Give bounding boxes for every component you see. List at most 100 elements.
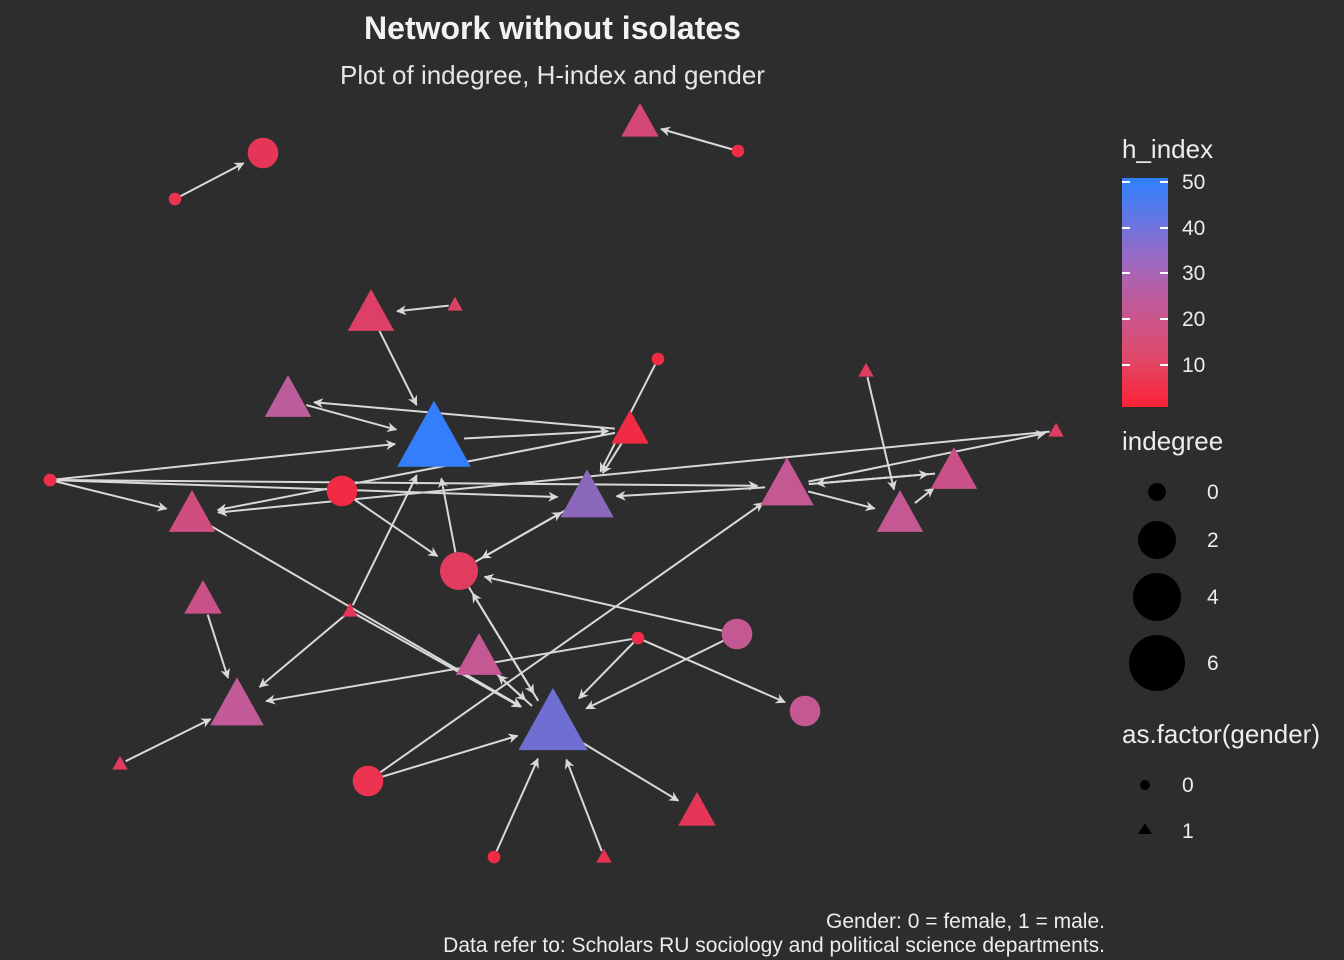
node-male	[112, 755, 128, 770]
h-index-tick-label: 40	[1182, 217, 1206, 240]
caption-gender: Gender: 0 = female, 1 = male.	[826, 910, 1105, 933]
node-female	[731, 144, 745, 158]
colorbar-tick	[1122, 318, 1130, 320]
edge-arrow	[585, 639, 724, 710]
colorbar-tick	[1122, 227, 1130, 229]
edge-arrow	[265, 638, 632, 705]
edge-arrow	[914, 487, 935, 504]
edge-arrow	[615, 486, 766, 501]
edge-arrow	[125, 718, 212, 763]
edge-arrow	[438, 477, 457, 553]
edge-arrow	[475, 511, 563, 563]
h-index-colorbar	[1122, 178, 1168, 407]
edge-layer	[55, 126, 1050, 852]
node-female	[168, 192, 182, 206]
node-male	[876, 490, 924, 532]
node-male	[621, 102, 659, 137]
edge-arrow	[180, 162, 245, 197]
edge-arrow	[351, 474, 418, 606]
node-layer	[43, 102, 1064, 864]
node-male	[518, 687, 588, 751]
edge-arrow	[564, 758, 603, 852]
edge-arrow	[396, 304, 449, 316]
node-male	[184, 579, 222, 614]
node-male	[342, 602, 358, 617]
node-male	[858, 362, 874, 377]
indegree-tick-label: 4	[1207, 586, 1219, 609]
colorbar-tick	[1160, 364, 1168, 366]
node-female	[439, 551, 479, 591]
edge-arrow	[601, 442, 623, 474]
node-female	[487, 850, 501, 864]
edge-arrow	[56, 440, 397, 481]
node-male	[678, 791, 716, 826]
edge-arrow	[207, 523, 522, 708]
indegree-legend-title: indegree	[1122, 426, 1224, 456]
node-male	[760, 457, 814, 506]
indegree-tick-label: 6	[1207, 652, 1219, 675]
edge-arrow	[382, 733, 519, 778]
edge-arrow	[468, 586, 535, 695]
edge-arrow	[55, 480, 168, 512]
node-female	[352, 765, 384, 797]
edge-arrow	[807, 490, 876, 512]
colorbar-tick	[1160, 227, 1168, 229]
node-female	[721, 618, 753, 650]
node-female	[247, 137, 279, 169]
node-male	[1048, 422, 1064, 437]
edge-arrow	[643, 639, 786, 704]
gender-tick-label: 1	[1182, 820, 1194, 843]
colorbar-tick	[1160, 318, 1168, 320]
node-male	[611, 409, 649, 444]
chart-title: Network without isolates	[364, 10, 741, 46]
node-female	[43, 473, 57, 487]
gender-key-circle	[1140, 780, 1150, 790]
edge-arrow	[313, 398, 615, 430]
gender-key-triangle	[1138, 823, 1152, 834]
edge-arrow	[258, 614, 346, 688]
node-male	[455, 633, 503, 675]
edge-arrow	[464, 426, 610, 440]
edge-arrow	[378, 330, 418, 406]
indegree-key-6	[1129, 635, 1185, 691]
h-index-tick-label: 20	[1182, 308, 1206, 331]
h-index-legend-title: h_index	[1122, 134, 1214, 164]
indegree-tick-label: 2	[1207, 529, 1219, 552]
node-male	[560, 469, 614, 518]
gender-legend-title: as.factor(gender)	[1122, 719, 1320, 749]
node-male	[210, 677, 264, 726]
indegree-key-4	[1133, 573, 1181, 621]
edge-arrow	[355, 613, 522, 708]
indegree-tick-label: 0	[1207, 481, 1219, 504]
gender-legend-keys	[1138, 780, 1152, 834]
node-male	[347, 289, 395, 331]
edge-arrow	[660, 126, 733, 151]
node-male	[930, 447, 978, 489]
edge-arrow	[815, 472, 936, 488]
edge-arrow	[576, 738, 680, 802]
edge-arrow	[56, 479, 559, 502]
edge-arrow	[56, 479, 759, 491]
colorbar-tick	[1122, 364, 1130, 366]
colorbar-tick	[1160, 272, 1168, 274]
node-female	[789, 695, 821, 727]
edge-arrow	[808, 430, 1046, 483]
edge-arrow	[495, 757, 539, 852]
gender-tick-label: 0	[1182, 774, 1194, 797]
indegree-key-2	[1138, 521, 1176, 559]
colorbar-tick	[1160, 181, 1168, 183]
h-index-tick-label: 30	[1182, 262, 1206, 285]
edge-arrow	[206, 614, 230, 679]
node-male	[168, 490, 216, 532]
edge-arrow	[497, 674, 533, 707]
indegree-legend-keys	[1129, 483, 1185, 691]
node-male	[264, 375, 312, 417]
edge-arrow	[483, 573, 723, 632]
edge-arrow	[578, 641, 635, 700]
edge-arrow	[306, 404, 398, 433]
edge-arrow	[379, 502, 764, 774]
node-female	[651, 352, 665, 366]
h-index-tick-label: 50	[1182, 171, 1206, 194]
edge-arrow	[217, 430, 1050, 517]
